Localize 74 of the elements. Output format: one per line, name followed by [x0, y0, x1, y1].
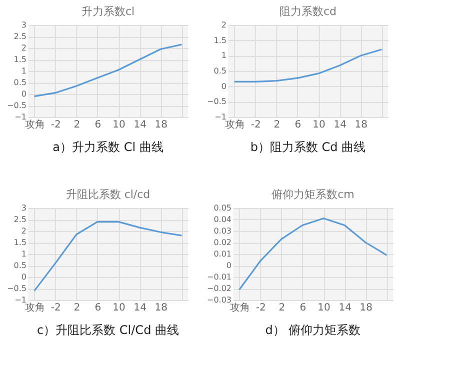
text: b）阻力系数 Cd 曲线: [250, 140, 366, 154]
y-tick-label: 0.01: [214, 250, 232, 258]
y-tick-label: 0: [226, 261, 232, 270]
x-tick-label: 6: [94, 302, 102, 314]
x-tick-label: 2: [274, 120, 280, 130]
x-tick-label: 18: [154, 302, 168, 314]
chart-title: 俯仰力矩系数cm: [272, 188, 354, 201]
x-tick-label: 攻角: [230, 302, 250, 314]
y-tick-label: −0.03: [206, 296, 232, 304]
y-tick-label: 1.5: [14, 55, 26, 64]
x-tick-label: 14: [134, 120, 146, 130]
y-tick-label: 0.05: [214, 204, 232, 212]
x-tick-label: 10: [318, 302, 330, 314]
x-tick-label: -2: [50, 120, 61, 130]
text: a）升力系数 Cl 曲线: [52, 140, 164, 154]
y-tick-label: 2: [21, 44, 26, 52]
y-tick-label: 1.5: [14, 238, 26, 247]
x-tick-label: 18: [354, 120, 368, 130]
y-tick-label: 2.5: [14, 32, 26, 41]
y-tick-label: 1: [21, 66, 26, 76]
y-tick-label: 0: [221, 82, 226, 91]
y-tick-label: −0.01: [206, 272, 232, 282]
x-tick-label: 10: [312, 120, 326, 130]
x-tick-label: -2: [250, 120, 261, 130]
y-tick-label: 0.5: [14, 78, 26, 87]
y-tick-label: 0.03: [214, 226, 232, 236]
chart-title: 升阻比系数 cl/cd: [66, 188, 150, 201]
y-tick-label: −0.5: [207, 97, 226, 106]
x-tick-label: 6: [94, 120, 102, 130]
x-tick-label: -2: [256, 302, 266, 314]
y-tick-label: 2.5: [14, 215, 26, 224]
y-tick-label: 2: [221, 20, 226, 30]
y-tick-label: −1: [214, 112, 226, 122]
y-tick-label: −1: [14, 296, 26, 304]
y-tick-label: 3: [21, 20, 26, 30]
y-tick-label: 0.04: [214, 215, 232, 224]
x-tick-label: 6: [294, 120, 302, 130]
x-tick-label: 14: [334, 120, 346, 130]
y-tick-label: 0.5: [214, 66, 226, 76]
x-tick-label: 攻角: [224, 118, 245, 130]
line-series: [34, 44, 182, 98]
x-tick-label: 攻角: [24, 118, 45, 130]
line-series: [234, 48, 382, 83]
x-tick-label: 2: [74, 120, 80, 130]
x-tick-label: 10: [112, 120, 126, 130]
y-tick-label: −0.5: [7, 284, 26, 293]
x-tick-label: 14: [134, 302, 146, 314]
x-tick-label: 6: [300, 302, 306, 314]
y-tick-label: 3: [21, 204, 26, 212]
y-tick-label: −0.5: [7, 101, 26, 110]
x-tick-label: 18: [154, 120, 168, 130]
x-tick-label: 14: [338, 302, 352, 314]
line-series: [238, 218, 388, 290]
y-tick-label: 1.5: [214, 36, 226, 45]
y-tick-label: −0.02: [206, 284, 232, 293]
x-tick-label: 18: [360, 302, 372, 314]
y-tick-label: 1: [221, 51, 226, 60]
y-tick-label: −1: [14, 112, 26, 122]
x-tick-label: 10: [112, 302, 126, 314]
x-tick-label: 攻角: [24, 302, 45, 314]
line-series: [34, 221, 182, 292]
chart-title: 升力系数cl: [81, 5, 135, 18]
y-tick-label: 0.5: [14, 261, 26, 270]
y-tick-label: 0: [21, 272, 26, 282]
x-tick-label: 2: [74, 302, 80, 314]
chart-title: 阻力系数cd: [279, 5, 337, 18]
y-tick-label: 0.02: [214, 238, 232, 247]
y-tick-label: 2: [21, 226, 26, 236]
x-tick-label: -2: [50, 302, 61, 314]
y-tick-label: 0: [21, 90, 26, 98]
text: c）升阻比系数 Cl/Cd 曲线: [37, 323, 179, 337]
text: d） 俯仰力矩系数: [265, 323, 361, 337]
y-tick-label: 1: [21, 250, 26, 258]
x-tick-label: 2: [278, 302, 286, 314]
